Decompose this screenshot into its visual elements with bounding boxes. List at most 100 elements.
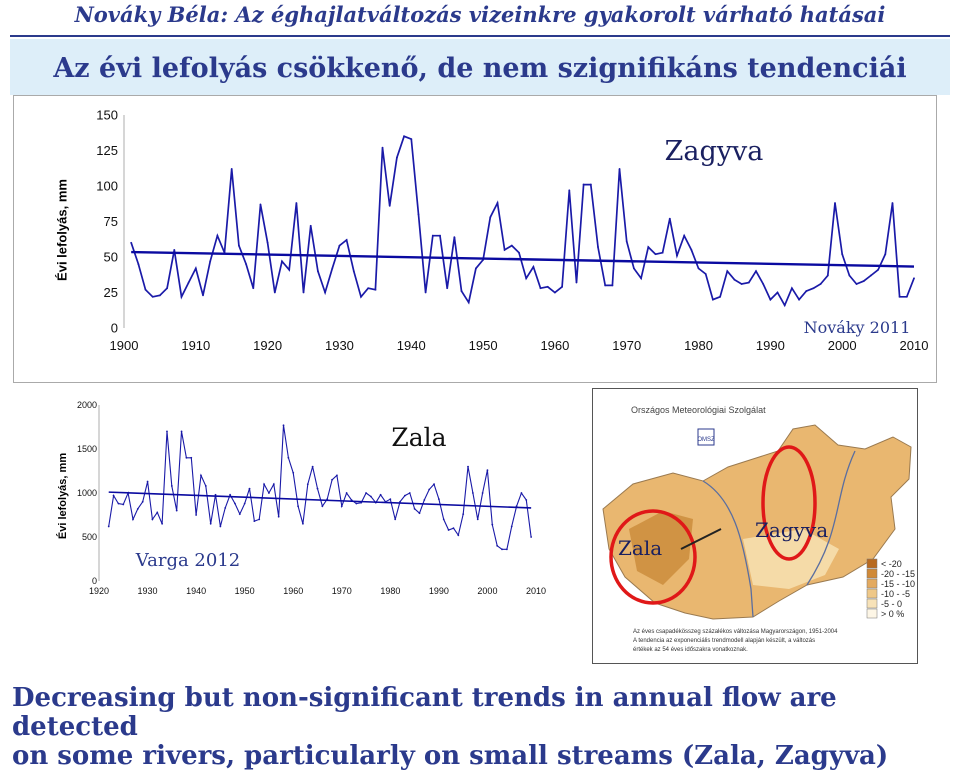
zala-point — [476, 518, 479, 521]
zala-x-tick-3: 1950 — [235, 586, 255, 596]
zala-point — [190, 456, 193, 459]
zala-point — [340, 505, 343, 508]
zagyva-point — [180, 295, 183, 298]
zagyva-point — [302, 291, 305, 294]
zagyva-point — [834, 202, 836, 204]
zala-chart: 0 500 1000 1500 2000 1920 1930 1940 1950 1960 1970… — [77, 400, 546, 596]
zagyva-x-tick-1: 1910 — [181, 338, 210, 353]
zagyva-point — [166, 287, 168, 290]
zala-point — [302, 522, 304, 525]
zagyva-point — [159, 294, 161, 297]
river-danube — [702, 480, 754, 618]
map-label-zagyva: Zagyva — [755, 518, 828, 542]
zala-point — [467, 465, 469, 468]
zagyva-point — [891, 202, 894, 204]
zagyva-point — [130, 241, 133, 244]
zala-point — [175, 509, 178, 512]
zagyva-point — [324, 291, 326, 294]
zala-x-tick-4: 1960 — [283, 586, 303, 596]
zala-point — [379, 493, 382, 496]
zagyva-point — [510, 244, 513, 247]
zala-point — [195, 514, 198, 516]
zagyva-point — [475, 267, 477, 270]
zagyva-point — [396, 156, 398, 159]
zala-point — [151, 518, 154, 521]
header-divider — [10, 35, 950, 37]
zagyva-point — [769, 298, 772, 301]
zagyva-point — [575, 281, 578, 284]
zagyva-point — [791, 287, 793, 290]
zagyva-point — [561, 285, 563, 288]
logo-box-icon — [697, 428, 715, 446]
zala-y-tick-1: 500 — [82, 532, 97, 542]
zala-point — [287, 456, 290, 459]
zagyva-point — [546, 285, 549, 288]
zala-point — [277, 515, 280, 518]
zagyva-point — [812, 287, 815, 290]
zala-point — [248, 487, 251, 490]
zagyva-point — [776, 291, 779, 294]
zala-point — [433, 483, 435, 486]
zala-point — [462, 513, 465, 516]
zala-point — [423, 499, 426, 501]
zagyva-point — [403, 135, 405, 138]
zagyva-point — [144, 288, 147, 291]
zala-point — [238, 513, 241, 516]
zagyva-source-annotation: Nováky 2011 — [804, 318, 911, 337]
zala-x-tick-2: 1940 — [186, 586, 206, 596]
zala-point — [389, 498, 392, 501]
zala-point — [224, 507, 227, 509]
zala-point — [525, 499, 528, 501]
zagyva-point — [173, 249, 176, 251]
zagyva-point — [661, 251, 664, 254]
zagyva-point — [870, 274, 872, 277]
zagyva-point — [747, 281, 750, 284]
zagyva-y-tick-5: 125 — [96, 143, 118, 158]
zala-source-annotation: Varga 2012 — [135, 550, 240, 571]
zagyva-point — [245, 263, 247, 265]
zagyva-point — [446, 287, 449, 290]
zagyva-point — [525, 277, 528, 280]
zala-point — [321, 505, 324, 508]
zagyva-trend-line — [131, 250, 915, 268]
zagyva-point — [352, 270, 355, 273]
zagyva-point — [841, 253, 844, 256]
zala-x-tick-0: 1920 — [89, 586, 109, 596]
zagyva-point — [762, 283, 765, 285]
zala-point — [107, 525, 110, 528]
footer-line-1: Decreasing but non-significant trends in… — [12, 683, 837, 742]
zagyva-point — [647, 246, 650, 248]
zagyva-point — [855, 283, 858, 285]
arrow-icon — [680, 528, 722, 550]
zagyva-point — [295, 202, 298, 204]
zagyva-point — [238, 244, 240, 247]
zagyva-point — [467, 301, 470, 304]
legend-swatch — [866, 588, 878, 599]
zagyva-point — [539, 287, 542, 290]
zagyva-x-tick-6: 1960 — [540, 338, 569, 353]
zagyva-x-tick-5: 1950 — [469, 338, 498, 353]
zala-point — [170, 485, 173, 487]
zagyva-point — [848, 274, 851, 277]
zala-point — [530, 536, 533, 538]
zagyva-point — [317, 270, 319, 273]
zagyva-x-tick-0: 1900 — [110, 338, 139, 353]
zagyva-x-tick-10: 2000 — [828, 338, 857, 353]
zala-point — [336, 474, 338, 477]
zagyva-point — [194, 267, 197, 270]
zala-point — [282, 424, 285, 427]
zala-point — [268, 492, 270, 494]
map-label-zala: Zala — [618, 536, 662, 560]
zagyva-point — [618, 168, 621, 170]
zagyva-point — [381, 146, 384, 149]
zala-point — [418, 512, 421, 515]
zagyva-point — [489, 216, 492, 219]
zala-point — [204, 485, 207, 487]
zagyva-point — [259, 203, 262, 206]
zala-circle — [609, 509, 697, 605]
zala-y-tick-2: 1000 — [77, 488, 97, 498]
zagyva-point — [187, 281, 190, 284]
zagyva-point — [453, 236, 456, 239]
zagyva-x-tick-4: 1940 — [397, 338, 426, 353]
zala-point — [471, 492, 474, 494]
